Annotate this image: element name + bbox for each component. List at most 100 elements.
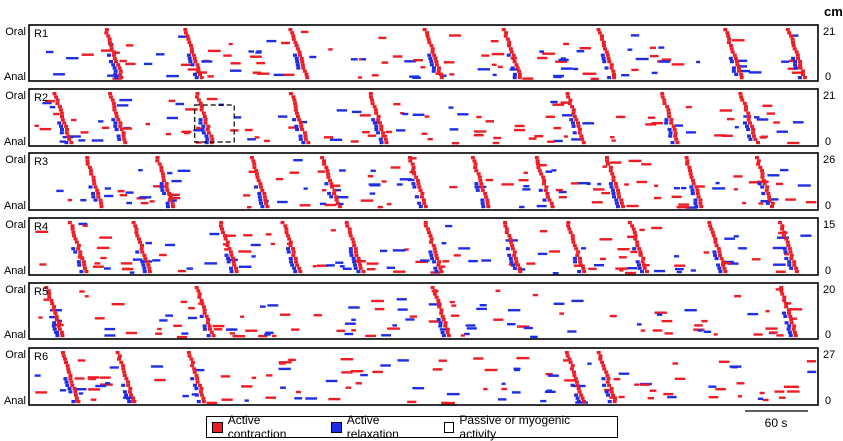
activity-patch bbox=[176, 335, 188, 339]
relaxation-wave-segment bbox=[612, 195, 616, 199]
contraction-wave-segment bbox=[716, 247, 721, 251]
activity-patch bbox=[126, 201, 132, 205]
ymin-tick-label: 0 bbox=[825, 136, 831, 148]
contraction-wave-segment bbox=[368, 92, 373, 96]
activity-patch bbox=[175, 102, 185, 106]
contraction-wave-segment bbox=[123, 141, 128, 145]
contraction-wave-segment bbox=[606, 56, 611, 60]
contraction-wave-segment bbox=[617, 195, 621, 199]
contraction-wave-segment bbox=[794, 266, 799, 270]
contraction-wave-segment bbox=[347, 227, 352, 231]
contraction-wave-segment bbox=[765, 185, 770, 189]
contraction-wave-segment bbox=[612, 76, 617, 80]
activity-patch bbox=[50, 309, 62, 312]
relaxation-wave-segment bbox=[757, 182, 762, 186]
relaxation-wave-segment bbox=[507, 253, 512, 257]
relaxation-wave-segment bbox=[356, 270, 361, 274]
contraction-wave-segment bbox=[440, 314, 445, 318]
relaxation-wave-segment bbox=[71, 247, 76, 251]
activity-patch bbox=[374, 307, 385, 311]
contraction-wave-segment bbox=[353, 247, 358, 251]
activity-patch bbox=[501, 387, 507, 391]
activity-patch bbox=[449, 34, 461, 37]
contraction-wave-segment bbox=[411, 169, 415, 173]
contraction-wave-segment bbox=[89, 172, 94, 176]
activity-patch bbox=[228, 42, 233, 46]
activity-patch bbox=[457, 113, 469, 116]
relaxation-wave-segment bbox=[193, 383, 197, 387]
contraction-wave-segment bbox=[729, 47, 734, 51]
activity-patch bbox=[405, 318, 415, 321]
contraction-wave-segment bbox=[760, 169, 764, 173]
contraction-wave-segment bbox=[118, 121, 123, 125]
contraction-wave-segment bbox=[204, 314, 209, 318]
activity-patch bbox=[335, 261, 344, 264]
contraction-wave-segment bbox=[633, 237, 638, 241]
contraction-wave-segment bbox=[92, 182, 97, 186]
contraction-wave-segment bbox=[635, 240, 640, 244]
legend-swatch-contraction bbox=[212, 421, 223, 433]
contraction-wave-segment bbox=[577, 390, 582, 394]
relaxation-wave-segment bbox=[202, 324, 207, 328]
relaxation-wave-segment bbox=[509, 260, 514, 264]
activity-patch bbox=[371, 74, 379, 77]
relaxation-wave-segment bbox=[793, 63, 798, 67]
contraction-wave-segment bbox=[231, 260, 236, 264]
activity-patch bbox=[545, 115, 555, 118]
contraction-wave-segment bbox=[782, 295, 787, 299]
contraction-wave-segment bbox=[332, 188, 337, 192]
contraction-wave-segment bbox=[320, 156, 325, 160]
activity-patch bbox=[410, 157, 417, 160]
contraction-wave-segment bbox=[687, 165, 692, 169]
contraction-wave-segment bbox=[515, 66, 520, 70]
relaxation-wave-segment bbox=[797, 76, 802, 80]
relaxation-wave-segment bbox=[765, 201, 770, 205]
activity-patch bbox=[597, 182, 602, 186]
contraction-wave-segment bbox=[508, 237, 513, 241]
relaxation-wave-segment bbox=[226, 256, 231, 261]
relaxation-wave-segment bbox=[432, 66, 436, 70]
activity-patch bbox=[498, 398, 507, 401]
activity-patch bbox=[690, 269, 696, 272]
contraction-wave-segment bbox=[707, 221, 712, 225]
contraction-wave-segment bbox=[58, 108, 63, 112]
activity-patch bbox=[659, 60, 671, 63]
activity-patch bbox=[767, 198, 779, 201]
activity-patch bbox=[667, 395, 677, 399]
contraction-wave-segment bbox=[164, 185, 169, 189]
relaxation-wave-segment bbox=[436, 318, 441, 322]
contraction-wave-segment bbox=[127, 390, 132, 394]
relaxation-wave-segment bbox=[782, 311, 786, 315]
contraction-wave-segment bbox=[126, 383, 131, 387]
contraction-wave-segment bbox=[60, 114, 64, 119]
contraction-wave-segment bbox=[47, 292, 52, 296]
activity-patch bbox=[522, 77, 534, 80]
contraction-wave-segment bbox=[297, 118, 302, 122]
activity-patch bbox=[474, 130, 487, 133]
contraction-wave-segment bbox=[161, 178, 166, 183]
activity-patch bbox=[90, 398, 97, 401]
contraction-wave-segment bbox=[432, 53, 437, 57]
activity-patch bbox=[465, 324, 476, 327]
contraction-wave-segment bbox=[196, 289, 201, 293]
contraction-wave-segment bbox=[57, 105, 62, 109]
activity-patch bbox=[294, 397, 303, 400]
panel-label: R5 bbox=[34, 286, 48, 298]
contraction-wave-segment bbox=[411, 165, 416, 169]
relaxation-wave-segment bbox=[743, 121, 747, 125]
contraction-wave-segment bbox=[781, 234, 786, 238]
relaxation-wave-segment bbox=[298, 137, 303, 141]
contraction-wave-segment bbox=[423, 224, 428, 228]
activity-patch bbox=[265, 233, 272, 236]
relaxation-wave-segment bbox=[602, 60, 607, 64]
activity-patch bbox=[640, 383, 650, 386]
activity-patch bbox=[610, 161, 622, 164]
contraction-wave-segment bbox=[711, 234, 716, 238]
contraction-wave-segment bbox=[78, 250, 83, 254]
activity-patch bbox=[664, 332, 673, 335]
activity-patch bbox=[91, 139, 104, 142]
contraction-wave-segment bbox=[147, 270, 152, 274]
contraction-wave-segment bbox=[370, 101, 375, 105]
relaxation-wave-segment bbox=[112, 66, 117, 70]
activity-patch bbox=[476, 115, 482, 119]
